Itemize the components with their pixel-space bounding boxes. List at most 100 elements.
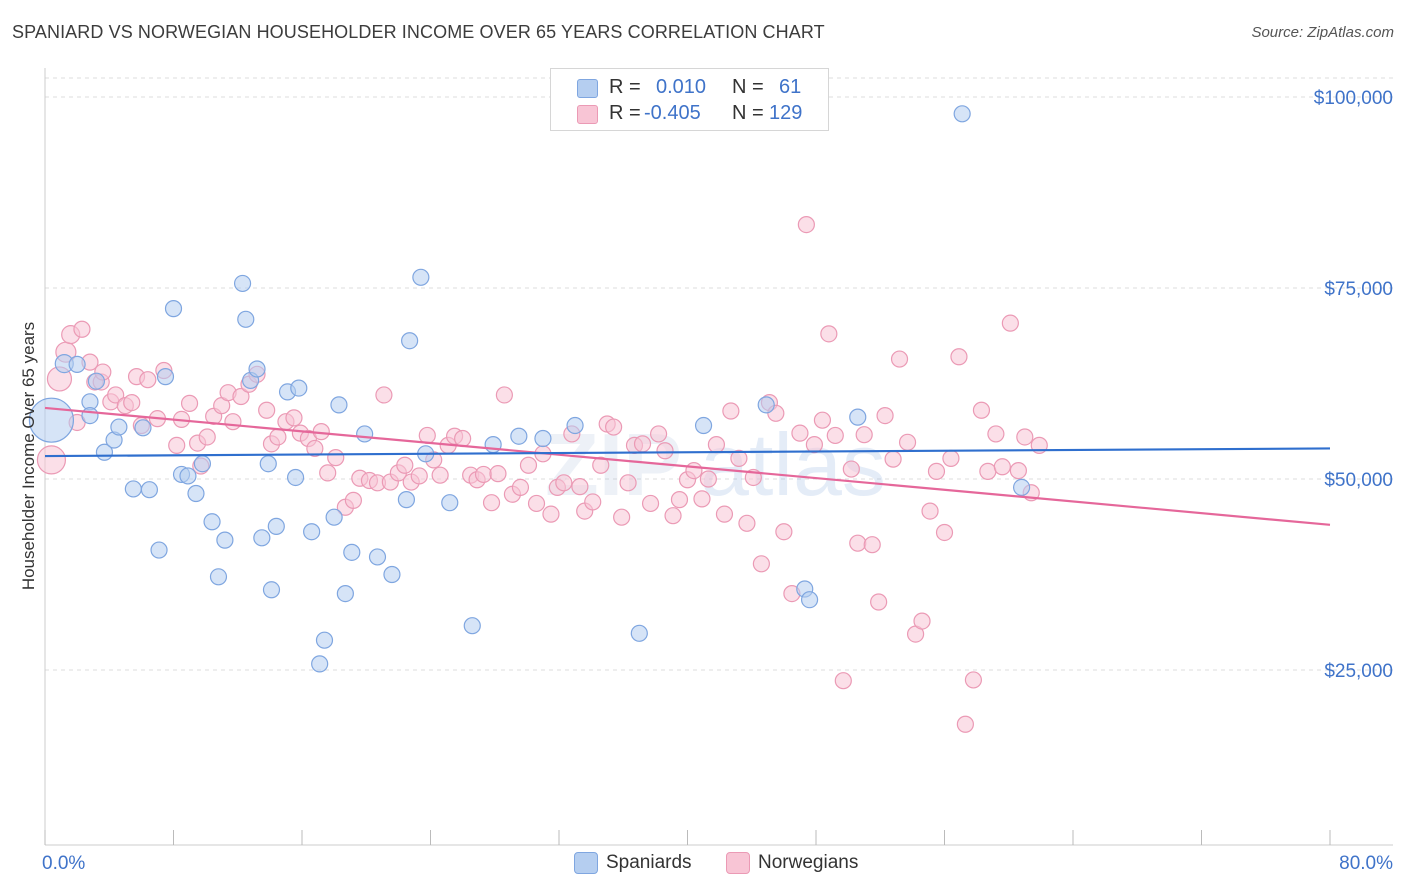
norwegian-point <box>511 478 530 497</box>
norwegian-point <box>890 350 909 368</box>
norwegian-point <box>431 466 449 484</box>
spaniard-point <box>463 617 481 635</box>
spaniard-point <box>248 360 266 378</box>
spaniard-point <box>164 300 183 318</box>
norwegian-point <box>935 523 954 542</box>
spaniard-point <box>134 419 152 437</box>
norwegian-point <box>36 445 67 475</box>
spaniard-point <box>110 418 128 436</box>
y-tick-labels: $25,000 $50,000 $75,000 $100,000 <box>1314 88 1393 682</box>
norwegians-swatch <box>577 105 598 124</box>
norwegian-point <box>649 425 668 443</box>
norwegian-point <box>344 491 362 509</box>
spaniard-point <box>315 631 334 649</box>
norwegian-point <box>722 402 740 420</box>
norwegian-point <box>396 456 414 474</box>
spaniard-point <box>216 531 234 549</box>
norwegian-point <box>418 426 436 445</box>
spaniard-point <box>193 455 212 473</box>
spaniard-point <box>694 416 713 435</box>
spaniard-point <box>401 332 419 350</box>
spaniard-point <box>68 355 86 373</box>
spaniards-points <box>28 105 1031 673</box>
stats-legend: R = 0.010 N = 61 R = -0.405 N = 129 <box>550 68 829 131</box>
norwegian-point <box>285 409 303 427</box>
norwegian-point <box>855 426 873 444</box>
norwegian-point <box>224 413 242 431</box>
norwegian-point <box>584 493 602 511</box>
legend-n-label: N = <box>732 76 764 98</box>
norwegian-point <box>489 465 507 483</box>
norwegians-trend-line <box>44 406 1331 526</box>
spaniard-point <box>237 310 255 328</box>
norwegian-point <box>232 387 250 406</box>
spaniard-point <box>343 543 361 561</box>
y-axis-title: Householder Income Over 65 years <box>19 322 38 590</box>
spaniard-point <box>383 565 401 584</box>
norwegian-point <box>664 507 682 525</box>
norwegian-point <box>123 394 141 412</box>
legend-r-label: R = <box>609 102 641 124</box>
norwegian-point <box>527 494 546 513</box>
norwegians-points <box>36 215 1048 733</box>
spaniard-point <box>124 480 142 498</box>
norwegian-point <box>738 514 756 532</box>
norwegian-point <box>519 456 538 474</box>
norwegian-point <box>956 715 974 733</box>
norwegian-point <box>834 672 852 690</box>
norwegian-point <box>921 502 939 520</box>
spaniard-point <box>303 523 321 541</box>
norwegian-point <box>327 449 345 467</box>
norwegian-point <box>613 508 631 526</box>
spaniard-point <box>412 268 430 286</box>
norwegian-point <box>319 464 337 482</box>
x-tick-label-min: 0.0% <box>42 853 85 874</box>
spaniards-legend-swatch <box>574 852 598 874</box>
y-tick-label: $50,000 <box>1324 470 1393 491</box>
norwegian-point <box>592 456 610 474</box>
norwegian-point <box>870 593 888 611</box>
y-tick-label: $25,000 <box>1324 661 1393 682</box>
spaniard-point <box>800 591 819 609</box>
norwegian-point <box>474 465 493 484</box>
norwegian-point <box>269 428 287 446</box>
norwegian-point <box>454 429 472 448</box>
spaniard-point <box>81 406 99 425</box>
norwegian-point <box>693 490 711 508</box>
norwegian-point <box>619 474 637 492</box>
norwegian-point <box>707 436 726 454</box>
norwegian-point <box>715 505 734 523</box>
trend-lines <box>44 406 1331 526</box>
spaniard-point <box>510 427 528 445</box>
norwegian-point <box>752 555 770 573</box>
norwegian-point <box>820 325 838 343</box>
spaniard-point <box>534 429 552 448</box>
spaniard-point <box>140 481 159 499</box>
norwegian-point <box>685 461 703 480</box>
x-tick-label-max: 80.0% <box>1339 853 1393 874</box>
spaniard-point <box>356 425 374 443</box>
spaniard-point <box>325 508 343 526</box>
norwegian-point <box>139 371 157 389</box>
norwegian-point <box>482 494 501 512</box>
spaniard-point <box>1012 478 1031 497</box>
spaniard-point <box>267 517 285 535</box>
norwegian-point <box>863 536 881 554</box>
norwegian-point <box>979 462 997 480</box>
spaniard-point <box>630 624 648 642</box>
spaniard-point <box>156 368 175 386</box>
norwegian-point <box>605 418 623 436</box>
y-tick-label: $100,000 <box>1314 88 1393 109</box>
norwegian-point <box>555 474 573 492</box>
norwegians-legend-label: Norwegians <box>758 852 859 873</box>
spaniard-point <box>311 655 329 673</box>
spaniard-point <box>368 548 387 566</box>
spaniard-point <box>757 396 775 414</box>
norwegian-point <box>641 494 660 513</box>
spaniard-point <box>953 105 971 123</box>
norwegian-point <box>884 450 902 468</box>
norwegian-point <box>805 436 823 454</box>
norwegian-point <box>730 449 748 467</box>
legend-r-value: 0.010 <box>656 76 707 98</box>
